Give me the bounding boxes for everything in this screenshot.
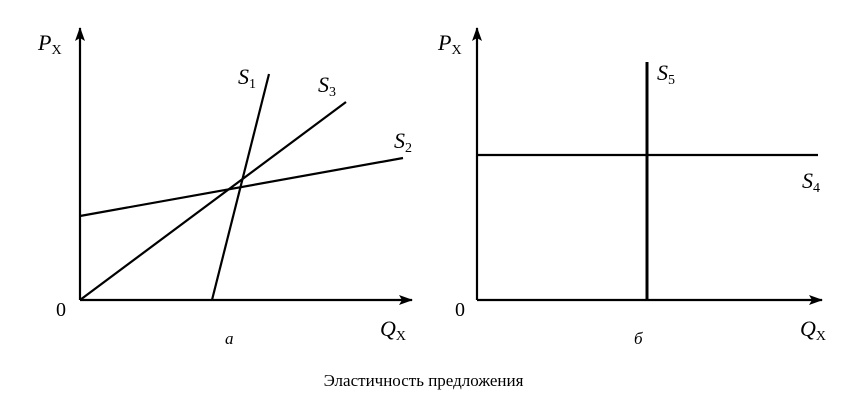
curve-s2-label: S2 <box>394 128 412 156</box>
panel-a-y-axis-label: PX <box>38 30 62 58</box>
curve-s2 <box>79 156 404 218</box>
panel-a-label: а <box>225 329 234 348</box>
curve-s3-label: S3 <box>318 72 336 100</box>
panel-a-x-axis-label: QX <box>380 316 407 344</box>
panel-b-origin-label: 0 <box>455 299 465 321</box>
curve-s4-label: S4 <box>802 168 820 196</box>
panel-b-x-axis-label: QX <box>800 316 827 344</box>
panel-b-label: б <box>634 329 643 348</box>
panel-b-y-axis-label: PX <box>438 30 462 58</box>
curve-s3 <box>79 101 347 301</box>
figure-caption: Эластичность предложения <box>323 371 524 390</box>
curve-s1-label: S1 <box>238 64 256 92</box>
curve-s5-label: S5 <box>657 60 675 88</box>
panel-a-origin-label: 0 <box>56 299 66 321</box>
